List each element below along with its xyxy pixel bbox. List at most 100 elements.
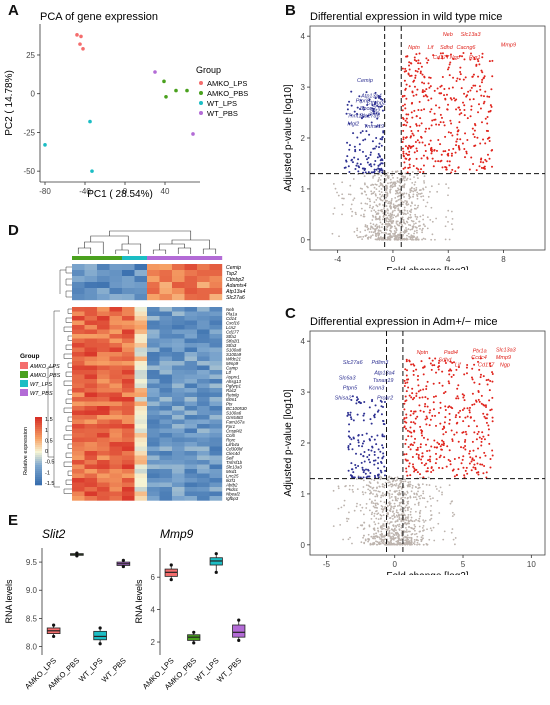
volcano-adm-point-up [483,451,486,454]
heatmap-cell [172,282,185,289]
volcano-wt-point-up [452,58,455,61]
volcano-adm-point-up [475,425,478,428]
heatmap-cell [147,288,160,295]
colorbar-segment [35,453,42,456]
heatmap-cell [97,397,110,402]
volcano-wt-point-ns [387,218,390,221]
volcano-adm-point-down [383,474,386,477]
volcano-adm-point-ns [369,543,372,546]
volcano-wt-point-up [463,109,466,112]
volcano-adm-point-up [457,468,460,471]
volcano-wt-point-up [409,74,412,77]
volcano-adm-point-up [405,421,408,424]
heatmap-cell [172,383,185,389]
heatmap-cell [159,374,173,380]
volcano-adm-point-up [425,415,428,418]
heatmap-cell [134,451,148,456]
panel-label-a: A [8,2,19,19]
heatmap-cell [209,374,223,380]
pca-ytick-label: 0 [31,90,36,99]
heatmap-gene-label: Camp [226,366,238,371]
heatmap-cell [172,406,185,411]
volcano-wt-point-ns [424,225,426,228]
volcano-adm-point-down [350,399,353,402]
heatmap-cell [209,282,223,289]
volcano-adm-point-ns [382,527,385,530]
volcano-wt-point-up [413,85,416,88]
volcano-wt-point-up [402,123,405,126]
volcano-adm-point-up [442,442,445,445]
volcano-wt-point-up [458,108,461,111]
heatmap-cell [109,496,123,501]
volcano-adm-point-up [464,439,467,442]
volcano-adm-point-ns [400,526,403,529]
heatmap-cell [159,437,173,443]
volcano-wt-point-ns [408,223,410,226]
heatmap-cell [184,424,198,429]
heatmap-cell [84,446,98,452]
volcano-wt-point-ns [336,191,338,194]
volcano-wt-point-up [429,76,432,79]
heatmap-cell [147,365,160,371]
volcano-adm-point-ns [390,485,393,488]
volcano-adm-point-down [373,438,376,441]
volcano-wt-point-down [374,91,377,94]
heatmap-cell [134,316,148,321]
volcano-adm-point-ns [398,529,401,531]
volcano-wt-point-up [483,165,486,168]
volcano-adm-point-up [413,396,416,399]
volcano-adm-point-down [356,413,359,416]
volcano-wt-point-ns [393,206,396,209]
volcano-wt-point-ns [416,193,418,196]
volcano-wt-point-ns [413,232,415,235]
heatmap-cell [97,469,110,474]
heatmap-gene-label: Nbeal2 [226,492,240,497]
heatmap-gene-label: Stfa2l1 [226,339,240,344]
volcano-adm-point-ns [400,497,403,500]
heatmap-cell [147,374,160,380]
volcano-adm-point-ns [388,476,390,479]
volcano-adm-point-up [475,438,478,441]
heatmap-cell [134,374,148,380]
heatmap-cell [84,455,98,461]
heatmap-cell [159,383,173,389]
heatmap-cell [109,473,123,479]
heatmap-cell [122,397,135,402]
volcano-adm-point-ns [372,502,375,505]
volcano-adm-point-up [472,449,475,452]
volcano-wt-point-ns [378,203,381,206]
heatmap-cell [122,455,135,461]
volcano-adm-point-ns [381,483,384,486]
heatmap-cell [122,478,135,483]
volcano-adm-point-ns [365,484,368,487]
volcano-adm-point-ns [374,495,377,498]
volcano-wt-point-down [356,162,359,165]
volcano-wt-point-ns [409,189,412,192]
volcano-adm-point-up [491,380,494,383]
heatmap-legend-swatch [20,389,28,396]
volcano-adm-point-ns [389,510,392,513]
volcano-wt-point-ns [400,198,402,201]
volcano-adm-point-up [438,443,441,446]
volcano-wt-point-up [457,106,460,109]
box-mmp9-ytick-label: 6 [151,573,156,582]
volcano-adm-point-down [367,469,370,472]
volcano-adm-point-ns [361,506,364,509]
volcano-wt-point-ns [389,190,391,193]
volcano-wt-point-up [448,63,451,66]
volcano-adm-point-up [443,456,446,459]
volcano-wt-point-down [359,108,362,111]
volcano-adm-point-ns [397,539,400,542]
heatmap-cell [147,282,160,289]
volcano-adm-point-ns [349,536,351,539]
volcano-adm-point-down [382,405,385,408]
colorbar-tick-label: 0.5 [45,438,53,444]
volcano-wt-point-up [488,157,491,160]
volcano-adm-point-up [404,382,407,385]
volcano-wt-point-ns [397,207,400,210]
volcano-wt-point-ns [375,227,378,230]
volcano-wt-point-ns [394,206,397,209]
volcano-adm-point-ns [451,528,454,530]
volcano-adm-point-ns [398,493,401,496]
volcano-adm-point-ns [381,510,384,513]
